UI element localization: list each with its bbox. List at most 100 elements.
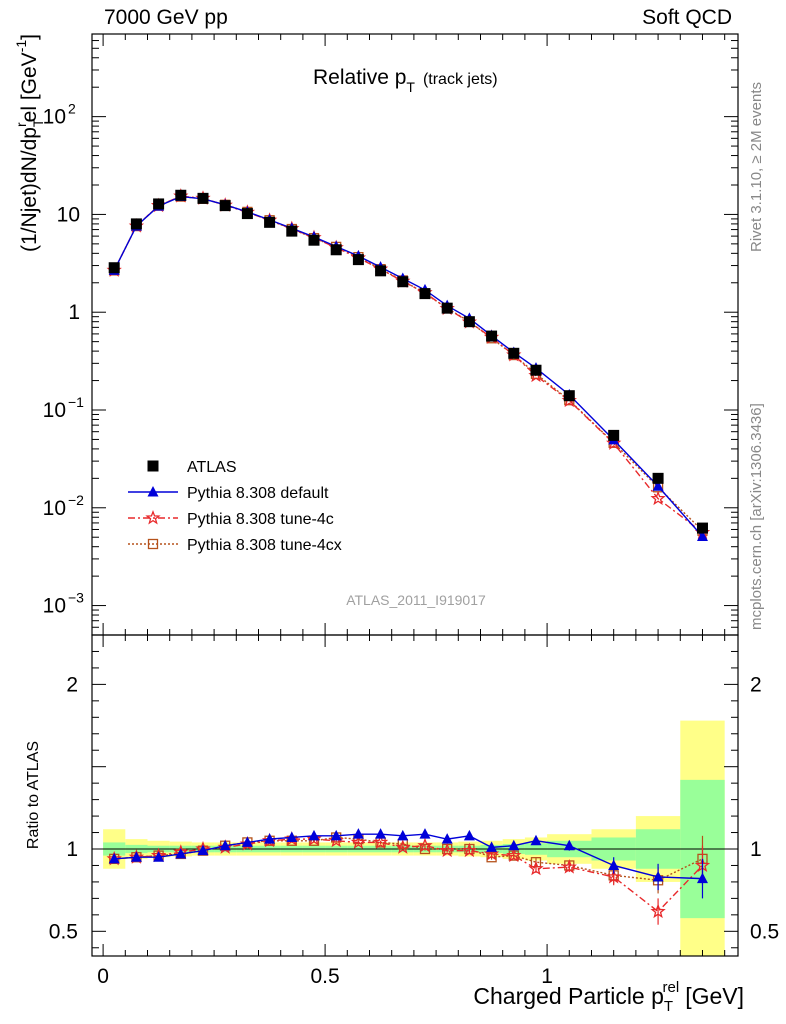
main-point-atlas bbox=[308, 234, 320, 246]
ratio-point-star bbox=[417, 837, 433, 853]
ratio-point-triangle bbox=[241, 836, 253, 847]
main-point-atlas bbox=[608, 429, 620, 441]
legend-marker bbox=[147, 538, 159, 550]
main-point-atlas bbox=[264, 216, 276, 228]
legend-label: Pythia 8.308 tune-4c bbox=[187, 511, 334, 528]
ratio-point-star bbox=[350, 834, 367, 849]
ratio-point-star bbox=[483, 845, 500, 861]
ratio-point-triangle bbox=[153, 851, 165, 862]
legend-label: Pythia 8.308 tune-4cx bbox=[187, 537, 342, 554]
ratio-point-triangle bbox=[463, 829, 475, 841]
ratio-point-star bbox=[506, 847, 522, 863]
legend-entry: Pythia 8.308 default bbox=[128, 485, 329, 502]
ratio-point-triangle bbox=[530, 834, 542, 846]
y-tick-exp: 2 bbox=[68, 101, 76, 117]
ratio-line-triangle bbox=[114, 833, 703, 880]
main-point-atlas bbox=[375, 265, 387, 277]
main-point-atlas bbox=[441, 302, 453, 314]
ratio-point-triangle bbox=[696, 872, 708, 884]
legend-marker bbox=[145, 509, 161, 525]
main-point-atlas bbox=[508, 347, 520, 359]
main-point-atlas bbox=[696, 522, 708, 534]
legend-entry: ATLAS bbox=[147, 459, 237, 476]
ratio-point-triangle bbox=[397, 829, 409, 841]
ratio-point-triangle bbox=[286, 831, 298, 842]
ratio-point-star bbox=[372, 834, 389, 849]
y-tick-label: 10 bbox=[57, 203, 80, 226]
main-point-atlas bbox=[563, 390, 575, 402]
ratio-point-triangle bbox=[130, 851, 142, 862]
legend-marker bbox=[147, 486, 159, 497]
ratio-point-star bbox=[561, 859, 577, 874]
ratio-point-triangle bbox=[375, 828, 387, 839]
ratio-point-triangle bbox=[219, 839, 231, 851]
ratio-panel-series bbox=[106, 828, 711, 925]
main-line-star bbox=[113, 195, 703, 534]
ratio-point-triangle bbox=[419, 828, 431, 839]
ratio-point-triangle bbox=[108, 852, 120, 864]
main-point-atlas bbox=[530, 364, 542, 376]
main-point-atlas bbox=[108, 262, 120, 274]
y-tick-exp: −1 bbox=[68, 394, 84, 410]
x-tick-label: 1 bbox=[541, 965, 553, 988]
legend-marker bbox=[147, 460, 159, 472]
legend: ATLAS Pythia 8.308 default Pythia 8.308 tu… bbox=[128, 459, 342, 554]
x-tick-label: 0.5 bbox=[310, 965, 339, 988]
ratio-y-tick-label-right: 2 bbox=[750, 673, 762, 696]
ratio-point-triangle bbox=[652, 870, 664, 882]
main-point-atlas bbox=[219, 200, 231, 212]
ratio-point-triangle bbox=[486, 841, 498, 852]
axes-frames bbox=[91, 33, 739, 957]
header-left: 7000 GeV pp bbox=[104, 6, 228, 29]
main-point-atlas bbox=[330, 244, 342, 256]
main-point-atlas bbox=[397, 276, 409, 288]
chart-title: Relative pT (track jets) bbox=[313, 66, 498, 95]
watermark: ATLAS_2011_I919017 bbox=[346, 592, 486, 608]
main-line-square bbox=[113, 195, 703, 532]
x-axis-label: Charged Particle pTrel [GeV] bbox=[473, 979, 744, 1015]
y-tick-label: 10 bbox=[43, 399, 66, 422]
y-tick-exp: −2 bbox=[68, 492, 84, 508]
main-point-triangle bbox=[652, 480, 664, 491]
ratio-frame bbox=[91, 634, 739, 957]
main-point-atlas bbox=[175, 189, 187, 201]
ratio-point-triangle bbox=[608, 859, 620, 870]
x-tick-label: 0 bbox=[97, 965, 109, 988]
main-point-atlas bbox=[241, 208, 253, 220]
ratio-point-star bbox=[528, 860, 544, 876]
main-point-atlas bbox=[352, 254, 364, 266]
main-panel-series bbox=[106, 188, 711, 542]
ratio-y-tick-label-right: 1 bbox=[750, 838, 762, 861]
main-point-atlas bbox=[197, 192, 209, 204]
ratio-bands bbox=[103, 720, 725, 956]
ratio-point-star bbox=[650, 903, 666, 919]
y-tick-label: 1 bbox=[68, 301, 80, 324]
main-point-triangle bbox=[696, 530, 708, 542]
main-point-star bbox=[606, 435, 622, 450]
ratio-y-tick-label-right: 0.5 bbox=[750, 920, 779, 943]
main-point-atlas bbox=[419, 288, 431, 300]
y-tick-label: 10 bbox=[43, 497, 66, 520]
ratio-y-tick-label: 2 bbox=[66, 673, 78, 696]
ratio-point-star bbox=[606, 868, 622, 884]
ratio-point-triangle bbox=[264, 833, 276, 844]
main-point-star bbox=[650, 490, 666, 506]
ratio-point-triangle bbox=[175, 847, 187, 859]
ratio-point-triangle bbox=[352, 828, 364, 839]
ratio-point-triangle bbox=[330, 829, 342, 841]
ratio-point-triangle bbox=[197, 844, 209, 856]
ratio-point-triangle bbox=[308, 829, 320, 841]
ratio-point-star bbox=[395, 839, 411, 854]
ratio-point-triangle bbox=[563, 839, 575, 851]
ratio-point-star bbox=[439, 842, 455, 858]
ratio-point-triangle bbox=[441, 833, 453, 844]
legend-label: Pythia 8.308 default bbox=[187, 485, 329, 502]
ratio-y-tick-label: 1 bbox=[66, 838, 78, 861]
y-tick-exp: −3 bbox=[68, 590, 84, 606]
main-point-atlas bbox=[486, 330, 498, 342]
main-point-atlas bbox=[286, 225, 298, 237]
ratio-y-axis-label: Ratio to ATLAS bbox=[25, 741, 42, 849]
main-point-atlas bbox=[130, 218, 142, 230]
legend-label: ATLAS bbox=[187, 459, 237, 476]
